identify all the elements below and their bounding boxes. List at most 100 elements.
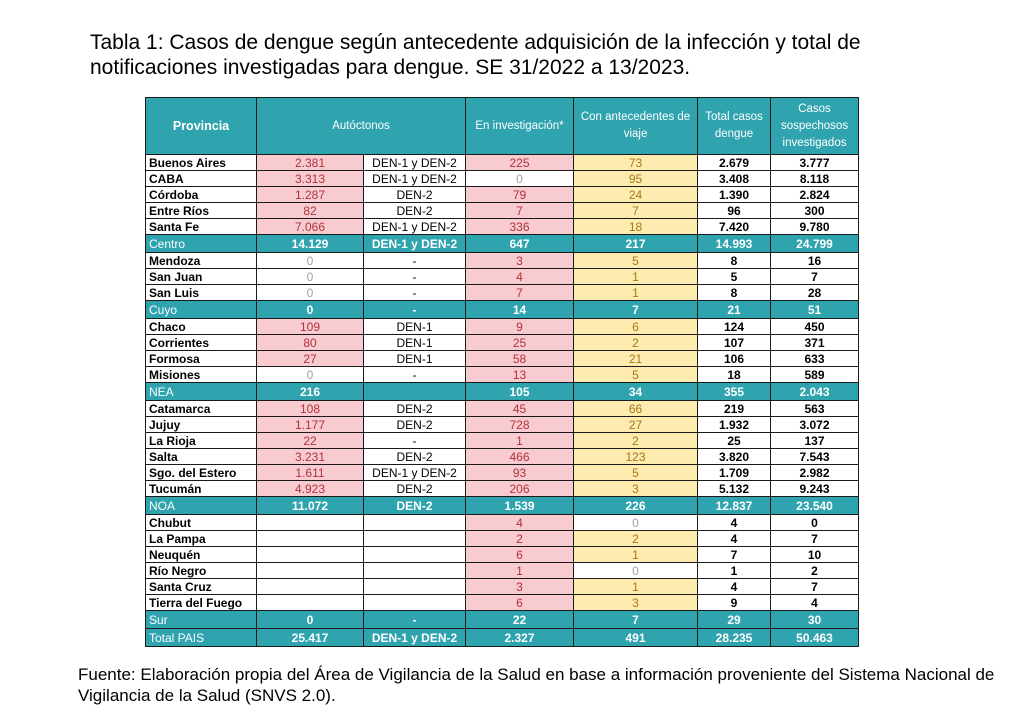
cell-provincia: CABA: [145, 170, 257, 187]
table-row: Córdoba 1.287 DEN-2 79 24 1.390 2.824: [145, 186, 860, 203]
cell-serotipo: DEN-1 y DEN-2: [362, 464, 467, 481]
cell-antecedentes-viaje: 3: [573, 480, 699, 497]
cell-autoctonos: 14.129: [256, 234, 364, 253]
cell-provincia: La Pampa: [145, 530, 257, 547]
cell-casos-sospechosos: 589: [770, 366, 860, 383]
source-note: Fuente: Elaboración propia del Área de V…: [78, 665, 995, 705]
cell-total-casos: 14.993: [697, 234, 772, 253]
table-row: Salta 3.231 DEN-2 466 123 3.820 7.543: [145, 448, 860, 465]
cell-serotipo: DEN-2: [362, 496, 467, 515]
cell-antecedentes-viaje: 0: [573, 514, 699, 531]
cell-total-casos: 106: [697, 350, 772, 367]
cell-provincia: Tucumán: [145, 480, 257, 497]
table-row: La Pampa 2 2 4 7: [145, 530, 860, 547]
cell-antecedentes-viaje: 1: [573, 284, 699, 301]
cell-antecedentes-viaje: 5: [573, 464, 699, 481]
cell-provincia: Centro: [145, 234, 257, 253]
cell-antecedentes-viaje: 24: [573, 186, 699, 203]
cell-provincia: Chaco: [145, 318, 257, 335]
cell-serotipo: [362, 382, 467, 401]
cell-serotipo: [362, 594, 467, 611]
cell-autoctonos: 7.066: [256, 218, 364, 235]
table-row: Buenos Aires 2.381 DEN-1 y DEN-2 225 73 2.679…: [145, 154, 860, 171]
cell-autoctonos: 0: [256, 610, 364, 629]
cell-autoctonos: 11.072: [256, 496, 364, 515]
cell-total-casos: 28.235: [697, 628, 772, 647]
cell-casos-sospechosos: 0: [770, 514, 860, 531]
cell-en-investigacion: 7: [465, 284, 575, 301]
cell-casos-sospechosos: 51: [770, 300, 860, 319]
cell-total-casos: 4: [697, 578, 772, 595]
cell-casos-sospechosos: 24.799: [770, 234, 860, 253]
table-row: Chubut 4 0 4 0: [145, 514, 860, 531]
cell-autoctonos: 0: [256, 300, 364, 319]
cell-autoctonos: 3.313: [256, 170, 364, 187]
cell-total-casos: 29: [697, 610, 772, 629]
table-row: Tierra del Fuego 6 3 9 4: [145, 594, 860, 611]
cell-provincia: San Luis: [145, 284, 257, 301]
cell-antecedentes-viaje: 1: [573, 546, 699, 563]
cell-autoctonos: 108: [256, 400, 364, 417]
table-row: San Luis 0-7 1 8 28: [145, 284, 860, 301]
cell-antecedentes-viaje: 73: [573, 154, 699, 171]
cell-total-casos: 1.932: [697, 416, 772, 433]
cell-casos-sospechosos: 3.777: [770, 154, 860, 171]
cell-provincia: Total PAIS: [145, 628, 257, 647]
header-provincia: Provincia: [145, 97, 257, 155]
cell-casos-sospechosos: 300: [770, 202, 860, 219]
region-total-row: Centro 14.129 DEN-1 y DEN-2 647 217 14.993 24.…: [145, 234, 860, 253]
cell-autoctonos: 2.381: [256, 154, 364, 171]
cell-serotipo: -: [362, 268, 467, 285]
cell-provincia: Salta: [145, 448, 257, 465]
cell-provincia: Chubut: [145, 514, 257, 531]
cell-antecedentes-viaje: 6: [573, 318, 699, 335]
cell-en-investigacion: 9: [465, 318, 575, 335]
cell-autoctonos: 3.231: [256, 448, 364, 465]
cell-serotipo: -: [362, 284, 467, 301]
cell-casos-sospechosos: 28: [770, 284, 860, 301]
table-body: Buenos Aires 2.381 DEN-1 y DEN-2 225 73 2.679…: [145, 154, 860, 647]
header-antecedentes-viaje: Con antecedentes de viaje: [573, 97, 699, 155]
cell-en-investigacion: 647: [465, 234, 575, 253]
cell-serotipo: DEN-2: [362, 400, 467, 417]
header-row: Provincia Autóctonos En investigación* C…: [145, 97, 860, 155]
table-row: Neuquén 6 1 7 10: [145, 546, 860, 563]
cell-total-casos: 7.420: [697, 218, 772, 235]
cell-total-casos: 5: [697, 268, 772, 285]
cell-en-investigacion: 25: [465, 334, 575, 351]
cell-en-investigacion: 728: [465, 416, 575, 433]
cell-en-investigacion: 1.539: [465, 496, 575, 515]
cell-en-investigacion: 13: [465, 366, 575, 383]
cell-antecedentes-viaje: 5: [573, 366, 699, 383]
cell-provincia: NEA: [145, 382, 257, 401]
cell-en-investigacion: 14: [465, 300, 575, 319]
cell-autoctonos: 4.923: [256, 480, 364, 497]
cell-total-casos: 2.679: [697, 154, 772, 171]
cell-autoctonos: 27: [256, 350, 364, 367]
cell-total-casos: 8: [697, 284, 772, 301]
cell-provincia: Sur: [145, 610, 257, 629]
cell-serotipo: DEN-2: [362, 186, 467, 203]
cell-total-casos: 1: [697, 562, 772, 579]
cell-en-investigacion: 2.327: [465, 628, 575, 647]
cell-casos-sospechosos: 7.543: [770, 448, 860, 465]
cell-casos-sospechosos: 16: [770, 252, 860, 269]
cell-provincia: Formosa: [145, 350, 257, 367]
cell-provincia: La Rioja: [145, 432, 257, 449]
table-row: Tucumán 4.923 DEN-2 206 3 5.132 9.243: [145, 480, 860, 497]
cell-casos-sospechosos: 3.072: [770, 416, 860, 433]
table-row: Corrientes 80 DEN-1 25 2 107 371: [145, 334, 860, 351]
cell-autoctonos: 82: [256, 202, 364, 219]
dengue-cases-table: Provincia Autóctonos En investigación* C…: [145, 97, 860, 647]
cell-serotipo: [362, 578, 467, 595]
cell-antecedentes-viaje: 123: [573, 448, 699, 465]
cell-antecedentes-viaje: 491: [573, 628, 699, 647]
cell-serotipo: DEN-2: [362, 416, 467, 433]
cell-serotipo: DEN-2: [362, 480, 467, 497]
cell-en-investigacion: 4: [465, 514, 575, 531]
cell-serotipo: DEN-1: [362, 350, 467, 367]
cell-autoctonos: 1.611: [256, 464, 364, 481]
table-row: Río Negro 1 0 1 2: [145, 562, 860, 579]
cell-serotipo: [362, 546, 467, 563]
cell-en-investigacion: 79: [465, 186, 575, 203]
